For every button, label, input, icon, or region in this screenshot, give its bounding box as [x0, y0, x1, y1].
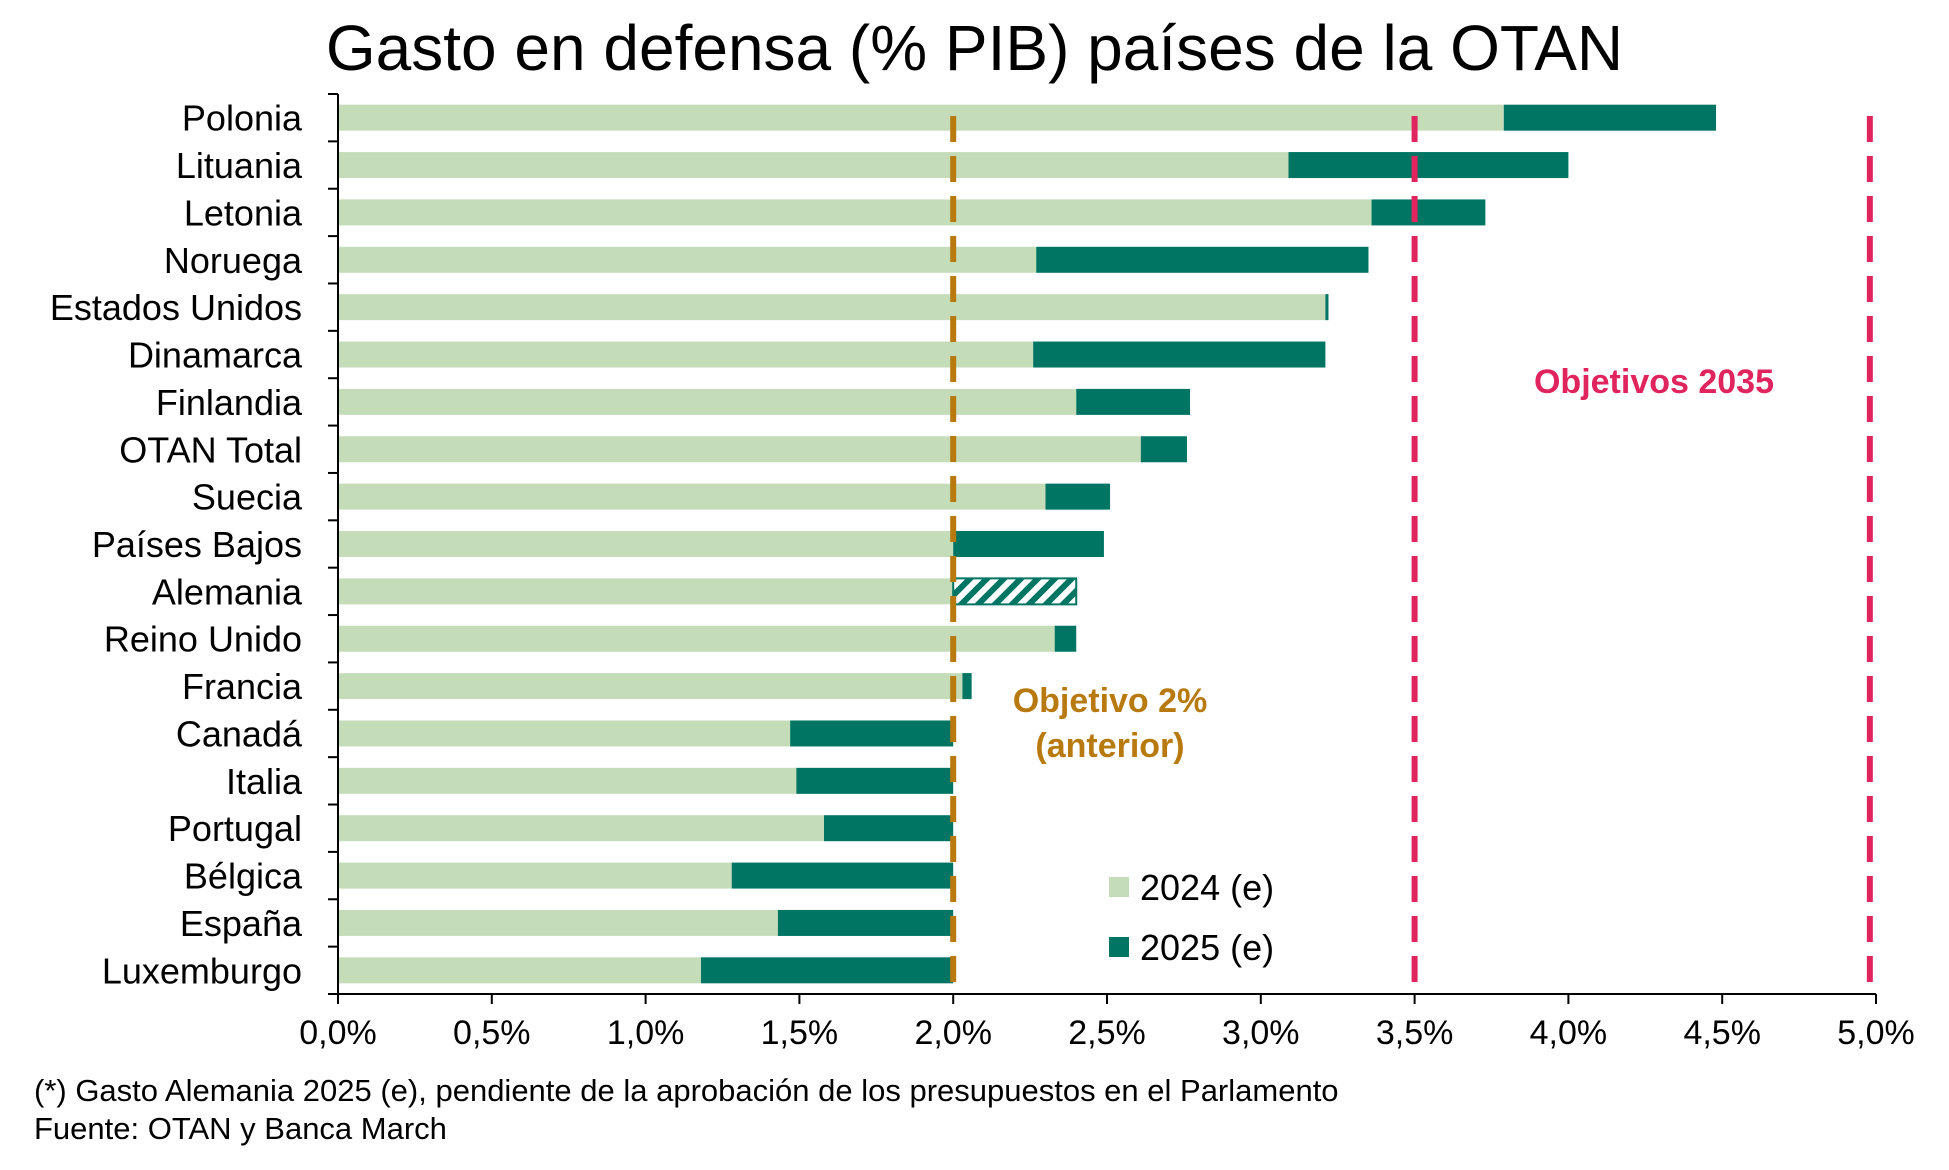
bar-2025 — [1054, 625, 1077, 652]
x-tick-label: 3,5% — [1376, 1014, 1454, 1052]
bar-2025 — [796, 767, 954, 794]
bar-2024 — [338, 957, 701, 984]
category-label: Francia — [182, 666, 303, 707]
category-label: Luxemburgo — [102, 950, 302, 991]
bar-2024 — [338, 625, 1055, 652]
category-label: España — [180, 903, 303, 944]
x-tick-label: 1,0% — [607, 1014, 685, 1052]
x-tick-label: 0,5% — [453, 1014, 531, 1052]
bar-2024 — [338, 767, 797, 794]
bar-2024 — [338, 246, 1037, 273]
bar-2024 — [338, 388, 1077, 415]
bar-2025 — [700, 957, 954, 984]
category-label: Polonia — [182, 98, 303, 139]
category-label: Países Bajos — [92, 524, 302, 565]
x-tick-label: 5,0% — [1837, 1014, 1915, 1052]
bar-2024 — [338, 341, 1034, 368]
x-tick-label: 4,0% — [1530, 1014, 1608, 1052]
bar-2025 — [962, 673, 972, 700]
legend-swatch — [1109, 877, 1129, 897]
category-label: OTAN Total — [119, 429, 302, 470]
annotation-objetivo-anterior: (anterior) — [1035, 727, 1184, 765]
legend-swatch — [1109, 937, 1129, 957]
chart-title: Gasto en defensa (% PIB) países de la OT… — [325, 12, 1624, 84]
source-note: Fuente: OTAN y Banca March — [34, 1111, 447, 1146]
annotation-objetivo-2pct: Objetivo 2% — [1013, 682, 1208, 720]
bar-2025 — [1503, 104, 1717, 131]
bar-2025 — [1076, 388, 1191, 415]
bar-2025 — [777, 909, 954, 936]
category-label: Dinamarca — [128, 335, 303, 376]
bar-2025 — [1371, 199, 1486, 226]
bar-2025 — [1325, 294, 1329, 321]
bar-2025 — [790, 720, 954, 747]
bar-2024 — [338, 815, 825, 842]
x-tick-label: 2,0% — [914, 1014, 992, 1052]
footnote: (*) Gasto Alemania 2025 (e), pendiente d… — [34, 1073, 1339, 1108]
bar-2024 — [338, 483, 1046, 510]
bar-2025 — [731, 862, 954, 889]
category-label: Letonia — [184, 192, 303, 233]
bar-2024 — [338, 199, 1372, 226]
category-label: Portugal — [168, 808, 302, 849]
bar-2024 — [338, 578, 954, 605]
x-tick-label: 0,0% — [299, 1014, 377, 1052]
category-label: Bélgica — [184, 856, 303, 897]
category-label: Finlandia — [156, 382, 303, 423]
bar-2024 — [338, 909, 778, 936]
category-label: Canadá — [176, 713, 303, 754]
bar-2025 — [1036, 246, 1369, 273]
category-label: Reino Unido — [104, 619, 302, 660]
annotation-objetivos-2035: Objetivos 2035 — [1534, 363, 1774, 401]
category-label: Italia — [226, 761, 303, 802]
x-tick-label: 1,5% — [761, 1014, 839, 1052]
category-label: Estados Unidos — [50, 287, 302, 328]
bar-2024 — [338, 720, 791, 747]
bar-2024 — [338, 436, 1141, 463]
bar-2025 — [1033, 341, 1326, 368]
legend-label: 2024 (e) — [1140, 867, 1274, 908]
bar-2025 — [1140, 436, 1187, 463]
x-tick-label: 3,0% — [1222, 1014, 1300, 1052]
category-label: Suecia — [192, 477, 303, 518]
x-tick-label: 2,5% — [1068, 1014, 1146, 1052]
bar-2025 — [824, 815, 954, 842]
bar-2025 — [1288, 152, 1569, 179]
bar-2024 — [338, 862, 732, 889]
bar-2024 — [338, 152, 1289, 179]
x-tick-label: 4,5% — [1683, 1014, 1761, 1052]
bar-2024 — [338, 104, 1504, 131]
bar-2024 — [338, 673, 963, 700]
category-label: Lituania — [176, 145, 303, 186]
bar-2025-hatched — [952, 577, 1078, 606]
category-label: Alemania — [152, 571, 303, 612]
bar-2025 — [953, 531, 1104, 557]
bar-2025 — [1045, 483, 1111, 510]
bar-2024 — [338, 531, 954, 557]
bar-2024 — [338, 294, 1326, 321]
category-label: Noruega — [164, 240, 303, 281]
legend-label: 2025 (e) — [1140, 927, 1274, 968]
